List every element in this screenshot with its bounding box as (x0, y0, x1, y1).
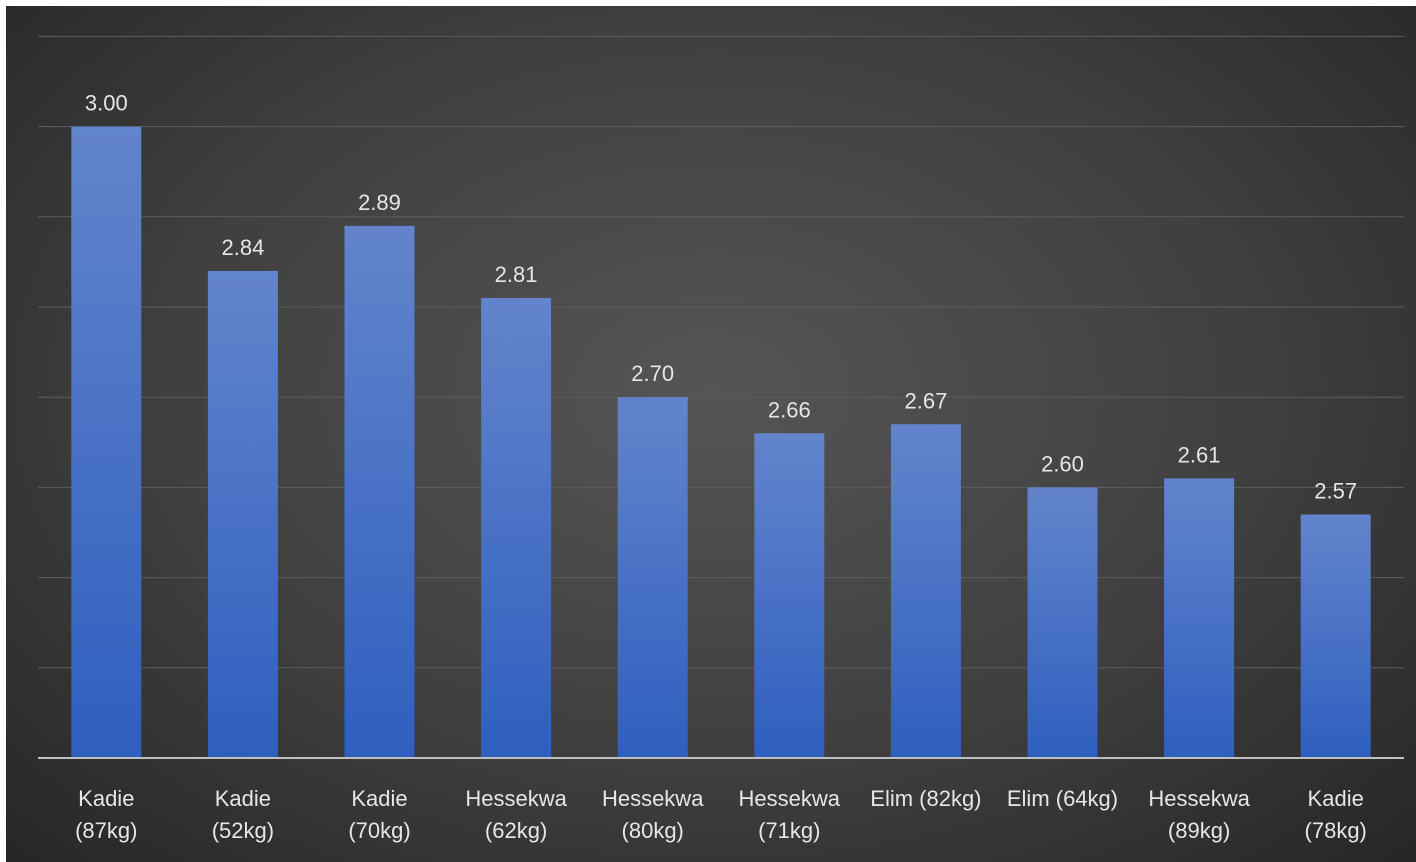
x-tick-label-line: Hessekwa (602, 786, 704, 811)
x-tick-label-line: (52kg) (212, 818, 274, 843)
x-tick-label-line: (70kg) (348, 818, 410, 843)
data-label: 2.66 (768, 397, 811, 422)
x-tick-label-line: Elim (82kg) (870, 786, 981, 811)
bar (71, 126, 142, 759)
x-tick-labels: Kadie (87kg) Kadie (52kg) Kadie (70kg) Hessekw… (75, 786, 1367, 843)
data-label: 3.00 (85, 91, 128, 116)
data-label: 2.70 (631, 361, 674, 386)
x-tick-label: Hessekwa (71kg) (739, 786, 841, 843)
x-tick-label-line: Elim (64kg) (1007, 786, 1118, 811)
chart-area: 3.00 2.84 2.89 2.81 2.70 2.66 2.67 2.60 2.61 2.57… (6, 6, 1416, 862)
x-tick-label-line: Hessekwa (465, 786, 567, 811)
bar (1164, 478, 1235, 758)
x-tick-label-line: Hessekwa (1148, 786, 1250, 811)
data-label: 2.67 (904, 388, 947, 413)
bar (1300, 514, 1371, 758)
x-tick-label-line: (87kg) (75, 818, 137, 843)
x-tick-label: Hessekwa (80kg) (602, 786, 704, 843)
x-tick-label: Elim (82kg) (870, 786, 981, 811)
x-tick-label: Kadie (70kg) (348, 786, 410, 843)
data-label: 2.60 (1041, 451, 1084, 476)
x-tick-label: Hessekwa (89kg) (1148, 786, 1250, 843)
data-label: 2.89 (358, 190, 401, 215)
x-tick-label-line: (80kg) (622, 818, 684, 843)
x-tick-label-line: Hessekwa (739, 786, 841, 811)
data-label: 2.81 (495, 262, 538, 287)
x-tick-label: Kadie (87kg) (75, 786, 137, 843)
x-tick-label: Kadie (52kg) (212, 786, 274, 843)
bar-chart: 3.00 2.84 2.89 2.81 2.70 2.66 2.67 2.60 2.61 2.57… (38, 35, 1404, 843)
x-tick-label-line: Kadie (1308, 786, 1364, 811)
data-label: 2.61 (1178, 442, 1221, 467)
x-tick-label-line: (62kg) (485, 818, 547, 843)
x-tick-label-line: Kadie (351, 786, 407, 811)
x-tick-label: Kadie (78kg) (1305, 786, 1367, 843)
bar (890, 424, 961, 758)
bar (207, 270, 278, 758)
bar (617, 397, 688, 758)
data-labels: 3.00 2.84 2.89 2.81 2.70 2.66 2.67 2.60 2.61 2.57 (85, 91, 1357, 504)
x-tick-label-line: Kadie (215, 786, 271, 811)
bar (481, 297, 552, 758)
bars (71, 126, 1371, 759)
x-tick-label-line: Kadie (78, 786, 134, 811)
data-label: 2.84 (221, 235, 264, 260)
bar (754, 433, 825, 758)
x-tick-label-line: (89kg) (1168, 818, 1230, 843)
x-tick-label-line: (71kg) (758, 818, 820, 843)
bar (1027, 487, 1098, 758)
x-tick-label-line: (78kg) (1305, 818, 1367, 843)
x-tick-label: Elim (64kg) (1007, 786, 1118, 811)
x-tick-label: Hessekwa (62kg) (465, 786, 567, 843)
bar (344, 225, 415, 758)
data-label: 2.57 (1314, 478, 1357, 503)
